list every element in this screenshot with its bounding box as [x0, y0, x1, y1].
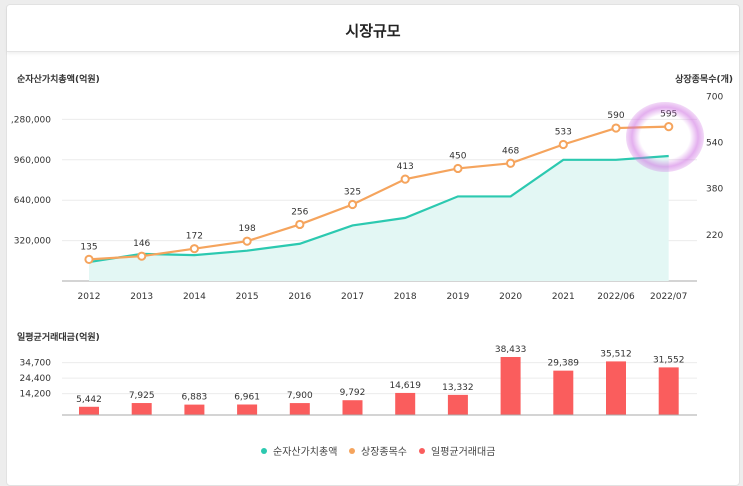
right-tick-label: 380 — [706, 185, 723, 195]
nav-line — [88, 154, 669, 264]
count-marker — [137, 251, 147, 261]
count-data-label: 590 — [607, 111, 624, 121]
x-tick-label: 2017 — [341, 292, 364, 302]
right-tick-label: 220 — [706, 231, 723, 241]
legend-item-count[interactable]: 상장종목수 — [349, 443, 407, 458]
volume-bar — [500, 357, 521, 415]
volume-data-label: 14,619 — [389, 381, 421, 391]
count-marker — [242, 236, 252, 246]
count-marker — [84, 254, 94, 264]
volume-bar — [184, 404, 205, 415]
left-axis-title: 순자산가치총액(억원) — [17, 75, 100, 85]
bar-axis-title: 일평균거래대금(억원) — [17, 333, 100, 343]
count-data-label: 450 — [449, 151, 466, 161]
x-tick-label: 2018 — [394, 292, 417, 302]
count-data-label: 325 — [344, 188, 361, 198]
count-data-label: 533 — [555, 128, 572, 138]
bar-tick-label: 24,400 — [20, 374, 52, 384]
volume-bar — [237, 404, 258, 415]
x-tick-label: 2022/07 — [650, 292, 687, 302]
bar-tick-label: 34,700 — [20, 359, 52, 369]
x-tick-label: 2015 — [236, 292, 259, 302]
x-tick-label: 2013 — [130, 292, 153, 302]
volume-bar — [658, 367, 679, 415]
volume-bar — [131, 403, 152, 415]
volume-data-label: 29,389 — [548, 359, 580, 369]
volume-data-label: 31,552 — [653, 355, 685, 365]
volume-data-label: 7,900 — [287, 391, 313, 401]
left-tick-label: 320,000 — [14, 237, 51, 247]
highlight-circle — [626, 102, 704, 172]
legend-dot-nav — [261, 447, 267, 454]
volume-data-label: 5,442 — [76, 395, 102, 405]
count-marker — [189, 244, 199, 254]
count-data-label: 198 — [239, 224, 256, 234]
nav-area — [89, 156, 669, 281]
left-tick-label: ,280,000 — [11, 115, 51, 125]
page-title: 시장규모 — [345, 22, 401, 40]
volume-bar — [447, 394, 468, 415]
title-bar: 시장규모 — [7, 5, 739, 52]
volume-data-label: 35,512 — [600, 349, 632, 359]
legend-item-nav[interactable]: 순자산가치총액 — [261, 443, 337, 458]
count-data-label: 135 — [80, 242, 97, 252]
count-line — [88, 125, 669, 261]
x-tick-label: 2022/06 — [597, 292, 635, 302]
volume-data-label: 6,961 — [234, 392, 260, 402]
volume-bar — [395, 392, 416, 415]
legend-dot-volume — [419, 447, 425, 454]
count-marker — [453, 163, 463, 174]
volume-data-label: 38,433 — [495, 345, 527, 355]
volume-bar — [342, 400, 363, 415]
count-marker — [506, 158, 516, 168]
count-marker — [347, 199, 358, 210]
volume-bar — [79, 406, 99, 415]
volume-data-label: 13,332 — [442, 383, 474, 393]
legend-dot-count — [349, 447, 355, 454]
volume-bar — [606, 361, 626, 415]
volume-bar — [289, 403, 310, 415]
right-axis-title: 상장종목수(개) — [675, 75, 733, 85]
left-tick-label: 640,000 — [14, 196, 51, 206]
count-data-label: 256 — [291, 207, 308, 217]
right-tick-label: 700 — [706, 92, 723, 102]
x-tick-label: 2021 — [552, 292, 575, 302]
right-tick-label: 540 — [706, 138, 723, 148]
x-tick-label: 2020 — [499, 292, 522, 302]
legend-label-volume: 일평균거래대금 — [431, 447, 496, 458]
volume-data-label: 9,792 — [340, 388, 366, 398]
volume-data-label: 7,925 — [129, 391, 155, 401]
count-marker — [611, 123, 621, 133]
count-data-label: 172 — [186, 232, 203, 242]
legend-item-volume[interactable]: 일평균거래대금 — [419, 443, 495, 458]
x-tick-label: 2016 — [288, 292, 311, 302]
legend-label-nav: 순자산가치총액 — [273, 447, 338, 458]
count-data-label: 413 — [397, 162, 414, 172]
count-data-label: 146 — [133, 239, 150, 249]
x-tick-label: 2012 — [78, 292, 101, 302]
count-marker — [295, 219, 305, 230]
volume-bar — [553, 370, 574, 415]
x-tick-label: 2014 — [183, 292, 206, 302]
count-data-label: 468 — [502, 146, 519, 156]
legend-label-count: 상장종목수 — [361, 447, 407, 458]
count-marker — [400, 174, 410, 184]
bar-tick-label: 14,200 — [20, 390, 52, 400]
count-marker — [558, 139, 568, 150]
x-tick-label: 2019 — [446, 292, 469, 302]
volume-data-label: 6,883 — [182, 393, 208, 403]
left-tick-label: 960,000 — [14, 156, 51, 166]
